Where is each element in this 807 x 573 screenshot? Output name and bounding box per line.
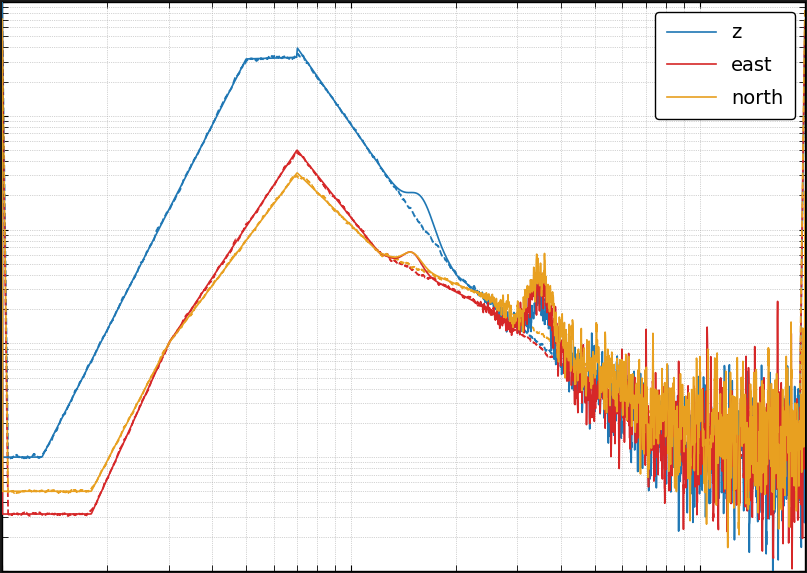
east xyxy=(776,482,785,489)
z xyxy=(335,105,345,112)
east xyxy=(378,252,388,258)
Line: east: east xyxy=(2,30,805,569)
north xyxy=(723,544,733,551)
east xyxy=(800,234,807,241)
z xyxy=(0,0,7,6)
z xyxy=(378,168,388,175)
z xyxy=(735,437,745,444)
north xyxy=(341,217,350,223)
Legend: z, east, north: z, east, north xyxy=(655,12,795,119)
z xyxy=(580,387,590,394)
north xyxy=(736,395,746,402)
north xyxy=(0,15,7,22)
z xyxy=(800,241,807,248)
z xyxy=(341,114,350,121)
north xyxy=(776,451,785,458)
z xyxy=(776,491,785,498)
east xyxy=(335,199,345,206)
east xyxy=(787,566,797,572)
east xyxy=(0,27,7,34)
east xyxy=(735,447,745,454)
north xyxy=(378,251,388,258)
north xyxy=(580,369,590,376)
Line: north: north xyxy=(2,19,805,548)
east xyxy=(580,399,590,406)
north xyxy=(800,188,807,195)
east xyxy=(341,207,350,214)
north xyxy=(335,210,345,217)
